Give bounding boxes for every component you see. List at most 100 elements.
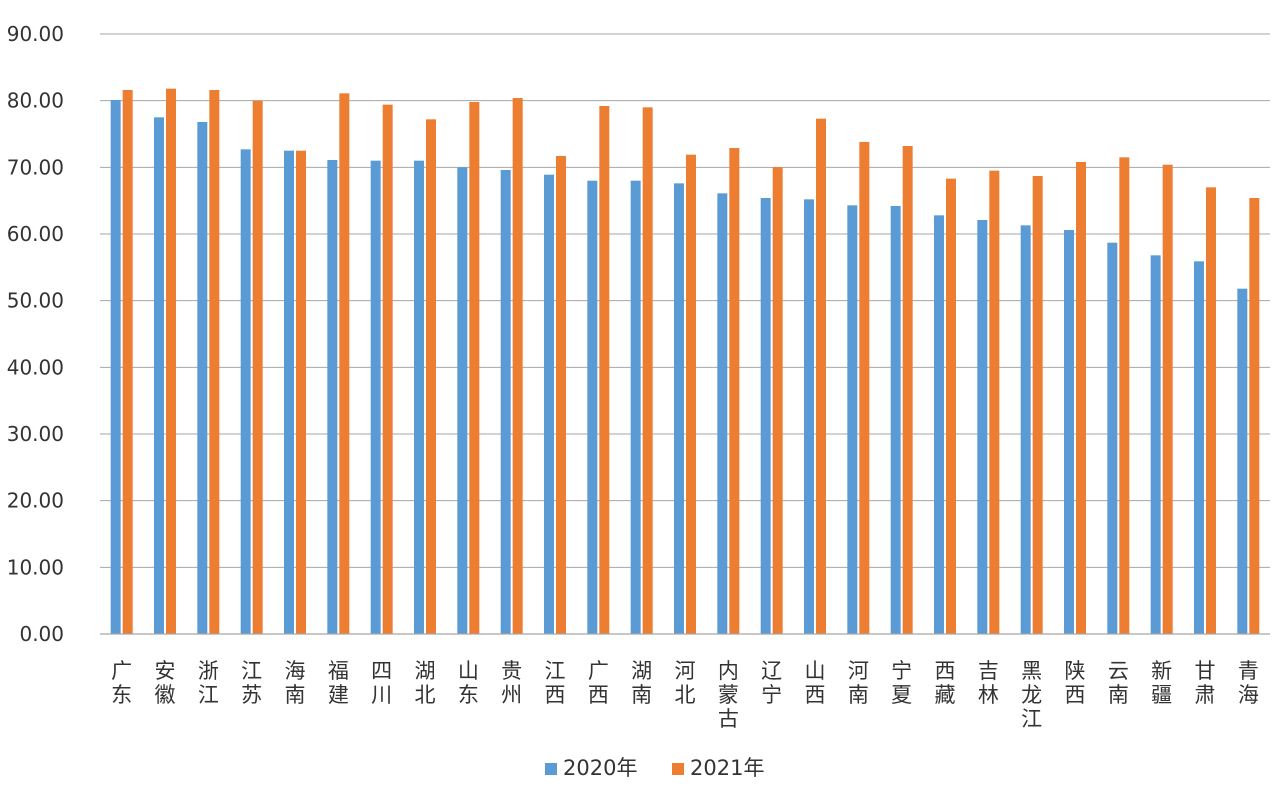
bar-2020年-陕西 bbox=[1064, 230, 1074, 634]
x-category-label: 陕西 bbox=[1065, 659, 1086, 707]
bar-2021年-黑龙江 bbox=[1032, 176, 1043, 634]
bar-2020年-西藏 bbox=[934, 215, 944, 635]
bar-2020年-新疆 bbox=[1150, 255, 1161, 635]
bar-2020年-山东 bbox=[457, 167, 468, 635]
x-category-label: 西藏 bbox=[935, 659, 956, 707]
bar-2021年-广东 bbox=[122, 90, 133, 634]
x-category-label: 山西 bbox=[805, 659, 826, 707]
bar-2021年-内蒙古 bbox=[729, 148, 740, 634]
y-tick-label: 10.00 bbox=[7, 555, 64, 579]
x-category-label: 辽宁 bbox=[761, 659, 782, 707]
legend-label: 2020年 bbox=[563, 756, 637, 780]
bar-2020年-青海 bbox=[1237, 288, 1248, 634]
bar-2021年-山西 bbox=[816, 118, 826, 634]
y-tick-label: 20.00 bbox=[7, 489, 64, 513]
x-category-label: 河南 bbox=[848, 659, 869, 707]
bar-2021年-河南 bbox=[859, 142, 870, 634]
legend-swatch bbox=[545, 763, 557, 775]
legend-swatch bbox=[672, 763, 684, 775]
bar-2020年-安徽 bbox=[154, 117, 164, 635]
x-category-label: 黑龙江 bbox=[1021, 659, 1042, 731]
x-category-label: 河北 bbox=[675, 659, 696, 707]
x-category-label: 青海 bbox=[1238, 659, 1259, 707]
bar-2021年-辽宁 bbox=[772, 167, 783, 635]
bars bbox=[110, 88, 1260, 635]
bar-2020年-云南 bbox=[1107, 242, 1118, 634]
x-category-label: 甘肃 bbox=[1195, 659, 1216, 707]
bar-2020年-湖南 bbox=[630, 180, 641, 634]
y-tick-label: 90.00 bbox=[7, 22, 64, 46]
x-category-label: 湖南 bbox=[631, 659, 652, 707]
x-category-label: 浙江 bbox=[198, 659, 219, 707]
bar-2021年-浙江 bbox=[209, 90, 220, 634]
bar-2021年-安徽 bbox=[166, 88, 176, 634]
bar-2021年-湖南 bbox=[642, 107, 653, 635]
bar-2020年-贵州 bbox=[500, 170, 511, 634]
bar-2021年-宁夏 bbox=[902, 146, 913, 634]
bar-2020年-福建 bbox=[327, 160, 338, 634]
bar-2021年-云南 bbox=[1119, 157, 1130, 635]
bar-2020年-吉林 bbox=[977, 220, 988, 634]
x-category-label: 安徽 bbox=[155, 659, 176, 707]
gridlines bbox=[100, 33, 1270, 568]
x-category-label: 四川 bbox=[371, 659, 392, 707]
bar-2020年-甘肃 bbox=[1194, 261, 1204, 634]
bar-2021年-陕西 bbox=[1076, 162, 1086, 634]
bar-2021年-广西 bbox=[599, 106, 610, 634]
bar-2020年-江苏 bbox=[240, 149, 251, 635]
bar-2021年-西藏 bbox=[946, 178, 956, 634]
y-axis-tick-labels: 0.00 10.00 20.00 30.00 40.00 50.00 60.00 70.00 8… bbox=[7, 22, 64, 646]
y-tick-label: 30.00 bbox=[7, 422, 64, 446]
bar-2021年-海南 bbox=[296, 150, 306, 634]
legend: 2020年 2021年 bbox=[545, 756, 764, 780]
x-category-label: 内蒙古 bbox=[718, 659, 739, 731]
bar-2020年-黑龙江 bbox=[1020, 225, 1031, 635]
bar-2021年-福建 bbox=[339, 93, 350, 635]
bar-2021年-江苏 bbox=[252, 100, 263, 634]
bar-2020年-辽宁 bbox=[760, 198, 771, 634]
bar-2021年-贵州 bbox=[512, 98, 523, 634]
y-tick-label: 50.00 bbox=[7, 289, 64, 313]
bar-2020年-广西 bbox=[587, 180, 598, 634]
x-category-label: 广东 bbox=[111, 659, 132, 707]
bar-2021年-江西 bbox=[556, 156, 566, 634]
legend-label: 2021年 bbox=[690, 756, 764, 780]
legend-item-2021年: 2021年 bbox=[672, 756, 764, 780]
bar-2021年-河北 bbox=[686, 154, 696, 634]
bar-2021年-四川 bbox=[382, 104, 393, 634]
bar-2020年-内蒙古 bbox=[717, 193, 728, 635]
bar-2020年-山西 bbox=[804, 199, 814, 635]
x-category-label: 宁夏 bbox=[891, 659, 912, 707]
x-category-label: 江苏 bbox=[241, 659, 262, 707]
y-tick-label: 40.00 bbox=[7, 355, 64, 379]
bar-2020年-湖北 bbox=[414, 160, 424, 634]
bar-2020年-河北 bbox=[674, 183, 684, 635]
bar-2021年-青海 bbox=[1249, 198, 1260, 634]
x-category-label: 江西 bbox=[545, 659, 566, 707]
bar-2021年-湖北 bbox=[426, 119, 436, 635]
bar-2020年-四川 bbox=[370, 160, 381, 634]
bar-2021年-吉林 bbox=[989, 170, 1000, 634]
bar-2021年-山东 bbox=[469, 102, 480, 634]
y-tick-label: 70.00 bbox=[7, 155, 64, 179]
y-tick-label: 80.00 bbox=[7, 89, 64, 113]
bar-2021年-新疆 bbox=[1162, 164, 1173, 634]
bar-2020年-广东 bbox=[110, 100, 121, 634]
bar-2020年-海南 bbox=[284, 150, 294, 634]
x-category-label: 海南 bbox=[285, 659, 306, 707]
x-category-label: 贵州 bbox=[501, 659, 522, 707]
x-category-label: 福建 bbox=[328, 659, 349, 707]
x-category-label: 广西 bbox=[588, 659, 609, 707]
x-category-label: 新疆 bbox=[1151, 659, 1172, 707]
bar-2021年-甘肃 bbox=[1206, 187, 1216, 635]
bar-2020年-浙江 bbox=[197, 122, 208, 634]
legend-item-2020年: 2020年 bbox=[545, 756, 637, 780]
y-tick-label: 0.00 bbox=[19, 622, 64, 646]
x-category-label: 山东 bbox=[458, 659, 479, 707]
y-tick-label: 60.00 bbox=[7, 222, 64, 246]
bar-2020年-江西 bbox=[544, 174, 554, 634]
bar-2020年-宁夏 bbox=[890, 206, 901, 634]
